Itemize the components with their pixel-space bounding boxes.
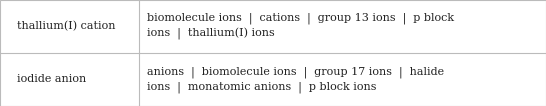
Text: thallium(I) cation: thallium(I) cation	[17, 21, 115, 32]
Text: anions  |  biomolecule ions  |  group 17 ions  |  halide
ions  |  monatomic anio: anions | biomolecule ions | group 17 ion…	[147, 66, 444, 93]
Text: biomolecule ions  |  cations  |  group 13 ions  |  p block
ions  |  thallium(I) : biomolecule ions | cations | group 13 io…	[147, 13, 454, 40]
Text: iodide anion: iodide anion	[17, 75, 86, 84]
